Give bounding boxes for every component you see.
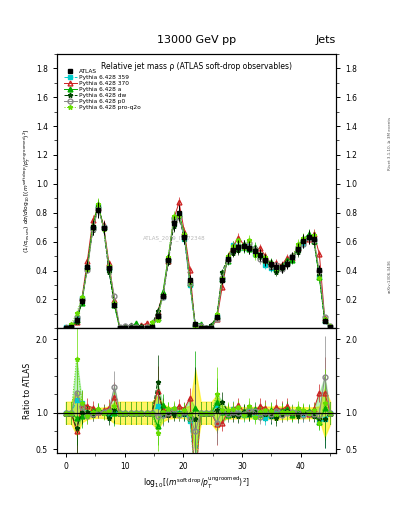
Y-axis label: $(1/\sigma_{\rm resum})$ $d\sigma/d\log_{10}[(m^{\rm soft\,drop}/p_T^{\rm ungroo: $(1/\sigma_{\rm resum})$ $d\sigma/d\log_… <box>22 129 33 253</box>
Y-axis label: Ratio to ATLAS: Ratio to ATLAS <box>23 362 32 419</box>
Text: Jets: Jets <box>316 35 336 45</box>
X-axis label: $\log_{10}[(m^{\rm soft\,drop}/p_T^{\rm ungroomed})^2]$: $\log_{10}[(m^{\rm soft\,drop}/p_T^{\rm … <box>143 475 250 492</box>
Text: Rivet 3.1.10, ≥ 3M events: Rivet 3.1.10, ≥ 3M events <box>388 117 392 170</box>
Legend: ATLAS, Pythia 6.428 359, Pythia 6.428 370, Pythia 6.428 a, Pythia 6.428 dw, Pyth: ATLAS, Pythia 6.428 359, Pythia 6.428 37… <box>63 68 142 111</box>
Text: 13000 GeV pp: 13000 GeV pp <box>157 35 236 45</box>
Text: arXiv:1306.3436: arXiv:1306.3436 <box>388 260 392 293</box>
Text: Relative jet mass ρ (ATLAS soft-drop observables): Relative jet mass ρ (ATLAS soft-drop obs… <box>101 62 292 71</box>
Text: ATLAS_2019_I1772348: ATLAS_2019_I1772348 <box>143 235 206 241</box>
